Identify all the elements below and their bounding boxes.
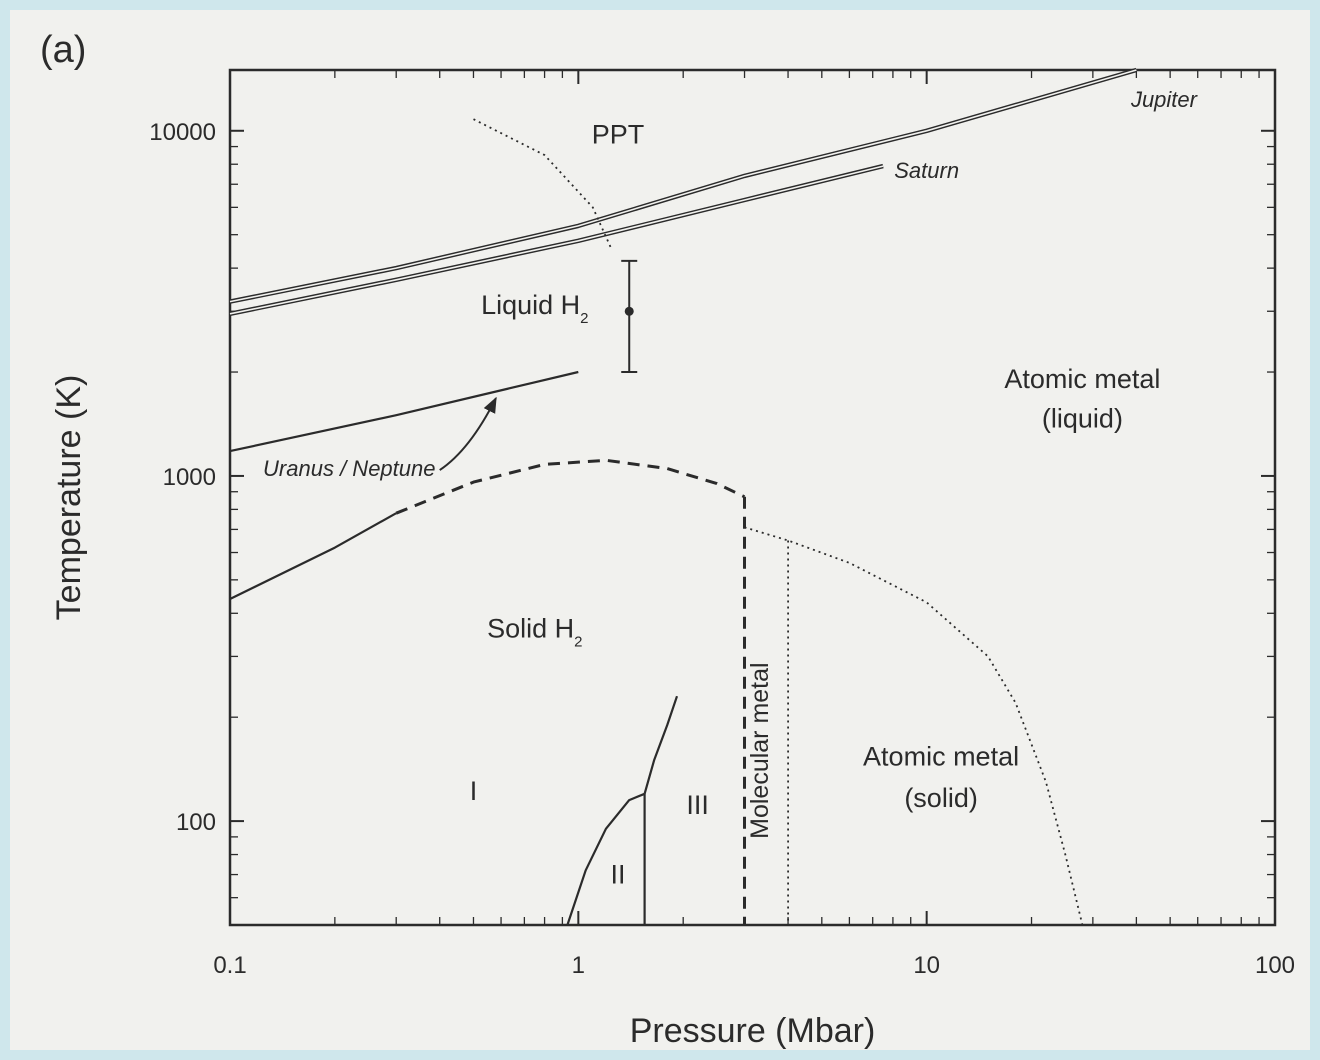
x-axis-title: Pressure (Mbar)	[630, 1012, 876, 1050]
boundary-3-line	[473, 118, 613, 251]
y-tick-label: 1000	[163, 464, 216, 491]
x-tick-label: 100	[1255, 952, 1295, 979]
jupiter-line-inner	[229, 69, 1137, 303]
panel-label: (a)	[40, 29, 86, 71]
annotation-subscript: 2	[574, 633, 582, 650]
boundary-11-line	[643, 695, 679, 795]
annotation-liquid-h: Liquid H2	[481, 290, 588, 327]
chart-panel: 0.1 1 10 100 100 1000 10000 Pressure (Mbar) Temp…	[10, 10, 1310, 1050]
boundary-5-line	[395, 458, 746, 515]
annotation-solid-h: Solid H2	[487, 614, 582, 651]
uranus-neptune-arrow	[439, 396, 497, 471]
annotation-ii: II	[611, 859, 626, 889]
annotation-jupiter: Jupiter	[1130, 87, 1199, 112]
y-tick-label: 100	[176, 809, 216, 836]
annotation-atomic-metal: Atomic metal	[1004, 364, 1160, 394]
plot-frame	[228, 68, 1277, 927]
error-bar-point	[624, 306, 634, 316]
x-tick-label: 10	[913, 952, 940, 979]
y-tick-label: 10000	[149, 119, 216, 146]
annotation-iii: III	[686, 790, 709, 820]
annotation-ppt: PPT	[592, 119, 645, 149]
jupiter-line	[229, 67, 1138, 304]
annotation-i: I	[470, 776, 478, 806]
annotation-atomic-metal: Atomic metal	[863, 741, 1019, 771]
x-tick-label: 1	[572, 952, 585, 979]
boundary-4-line	[229, 512, 397, 600]
annotation-solid: (solid)	[904, 783, 978, 813]
annotation-uranus-neptune: Uranus / Neptune	[263, 456, 435, 481]
boundary-9-line	[566, 792, 646, 926]
annotation-subscript: 2	[580, 309, 588, 326]
boundary-7-line	[744, 526, 1084, 926]
uranus-neptune-line	[229, 370, 579, 453]
saturn-line-inner	[229, 165, 884, 315]
annotation-molecular-metal: Molecular metal	[746, 662, 774, 838]
phase-diagram-chart: 0.1 1 10 100 100 1000 10000 Pressure (Mbar) Temp…	[40, 29, 1295, 1050]
annotation-liquid: (liquid)	[1042, 404, 1123, 434]
y-axis-title: Temperature (K)	[50, 375, 88, 621]
annotation-saturn: Saturn	[894, 158, 959, 183]
x-tick-label: 0.1	[213, 952, 246, 979]
